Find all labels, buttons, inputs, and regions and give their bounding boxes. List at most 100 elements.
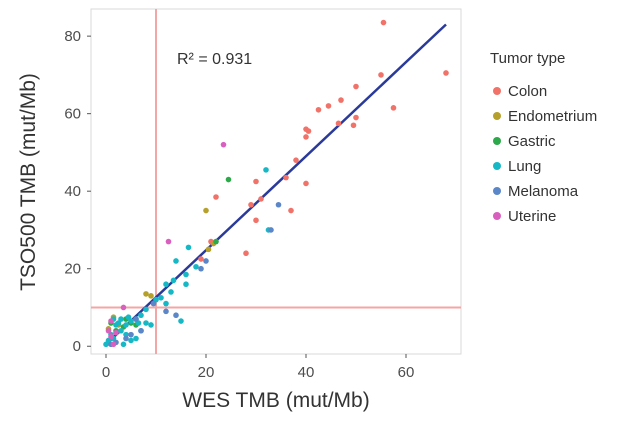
data-point-melanoma xyxy=(173,312,179,319)
data-point-melanoma xyxy=(138,327,144,334)
data-point-lung xyxy=(183,281,189,288)
data-point-colon xyxy=(283,174,289,181)
data-point-lung xyxy=(168,289,174,295)
data-point-colon xyxy=(253,217,259,224)
legend-swatch-colon xyxy=(493,87,501,95)
data-point-endometrium xyxy=(203,207,209,214)
data-point-lung xyxy=(193,263,199,270)
regression-line xyxy=(105,23,447,346)
data-points xyxy=(103,19,449,348)
data-point-melanoma xyxy=(123,335,129,342)
data-point-lung xyxy=(173,258,179,264)
data-point-colon xyxy=(350,122,357,129)
data-point-lung xyxy=(125,314,132,320)
legend-label-endometrium: Endometrium xyxy=(508,108,597,125)
legend-label-melanoma: Melanoma xyxy=(508,183,579,200)
data-point-colon xyxy=(293,157,299,163)
legend-swatch-lung xyxy=(493,162,501,170)
x-axis-title: WES TMB (mut/Mb) xyxy=(182,389,369,412)
y-tick-label: 0 xyxy=(73,338,81,355)
x-tick-label: 60 xyxy=(398,364,415,381)
data-point-endometrium xyxy=(205,246,212,253)
plot-panel xyxy=(90,8,462,355)
data-point-lung xyxy=(178,318,184,324)
data-point-colon xyxy=(353,114,359,121)
data-point-uterine xyxy=(108,333,114,340)
data-point-colon xyxy=(213,194,219,200)
y-tick-label: 60 xyxy=(64,106,81,123)
data-point-uterine xyxy=(110,341,117,348)
data-point-melanoma xyxy=(275,201,282,208)
legend-swatch-gastric xyxy=(493,137,501,145)
data-point-colon xyxy=(335,120,342,127)
data-point-lung xyxy=(115,320,122,326)
data-point-colon xyxy=(338,97,344,103)
data-point-colon xyxy=(248,201,254,208)
data-point-endometrium xyxy=(148,293,154,299)
data-point-melanoma xyxy=(268,227,274,233)
legend-title: Tumor type xyxy=(490,50,565,67)
data-point-uterine xyxy=(108,318,114,324)
data-point-melanoma xyxy=(163,308,169,315)
legend-swatch-uterine xyxy=(493,212,501,220)
x-tick-label: 0 xyxy=(102,364,110,381)
data-point-colon xyxy=(443,70,449,76)
data-point-colon xyxy=(258,196,264,202)
regression-line-group xyxy=(105,23,447,346)
data-point-colon xyxy=(325,103,332,109)
data-point-lung xyxy=(263,167,269,173)
data-point-colon xyxy=(288,207,294,214)
data-point-lung xyxy=(143,306,149,313)
y-tick-label: 80 xyxy=(64,28,81,45)
data-point-lung xyxy=(148,322,154,328)
data-point-lung xyxy=(120,341,127,348)
data-point-colon xyxy=(305,128,312,134)
data-point-lung xyxy=(103,341,109,348)
data-point-uterine xyxy=(220,141,227,148)
data-point-lung xyxy=(123,331,129,338)
data-point-lung xyxy=(163,281,169,288)
data-point-uterine xyxy=(165,238,172,245)
y-axis-title: TSO500 TMB (mut/Mb) xyxy=(17,73,40,291)
data-point-lung xyxy=(143,320,149,326)
data-point-colon xyxy=(303,134,309,140)
x-tick-label: 40 xyxy=(298,364,315,381)
data-point-lung xyxy=(123,322,129,328)
data-point-melanoma xyxy=(198,265,204,272)
data-point-uterine xyxy=(113,329,119,336)
data-point-colon xyxy=(378,72,384,78)
data-point-endometrium xyxy=(143,291,149,297)
axis-ticks: 0 20 40 60 0 20 40 60 80 xyxy=(64,28,414,381)
data-point-gastric xyxy=(225,176,232,183)
legend-swatch-endometrium xyxy=(493,112,501,120)
data-point-lung xyxy=(128,337,134,344)
legend: Tumor type Colon Endometrium Gastric Lung Me… xyxy=(490,50,597,225)
y-tick-label: 40 xyxy=(64,183,81,200)
data-point-lung xyxy=(138,312,144,319)
data-point-lung xyxy=(118,327,124,334)
data-point-uterine xyxy=(120,304,127,311)
y-tick-label: 20 xyxy=(64,261,81,278)
data-point-uterine xyxy=(105,327,112,334)
legend-label-colon: Colon xyxy=(508,83,547,100)
data-point-colon xyxy=(253,178,259,185)
legend-swatch-melanoma xyxy=(493,187,501,195)
data-point-melanoma xyxy=(128,331,134,338)
data-point-colon xyxy=(243,250,249,257)
x-tick-label: 20 xyxy=(198,364,215,381)
legend-label-uterine: Uterine xyxy=(508,208,556,225)
data-point-lung xyxy=(158,294,164,301)
data-point-gastric xyxy=(213,238,219,245)
data-point-lung xyxy=(183,271,189,278)
data-point-colon xyxy=(353,83,359,90)
data-point-colon xyxy=(198,256,204,262)
data-point-lung xyxy=(133,335,139,342)
data-point-colon xyxy=(303,180,309,187)
data-point-melanoma xyxy=(203,258,209,264)
data-point-colon xyxy=(390,105,397,111)
data-point-lung xyxy=(170,277,177,284)
data-point-melanoma xyxy=(150,300,157,307)
r-squared-annotation: R² = 0.931 xyxy=(177,51,252,68)
legend-label-lung: Lung xyxy=(508,158,541,175)
